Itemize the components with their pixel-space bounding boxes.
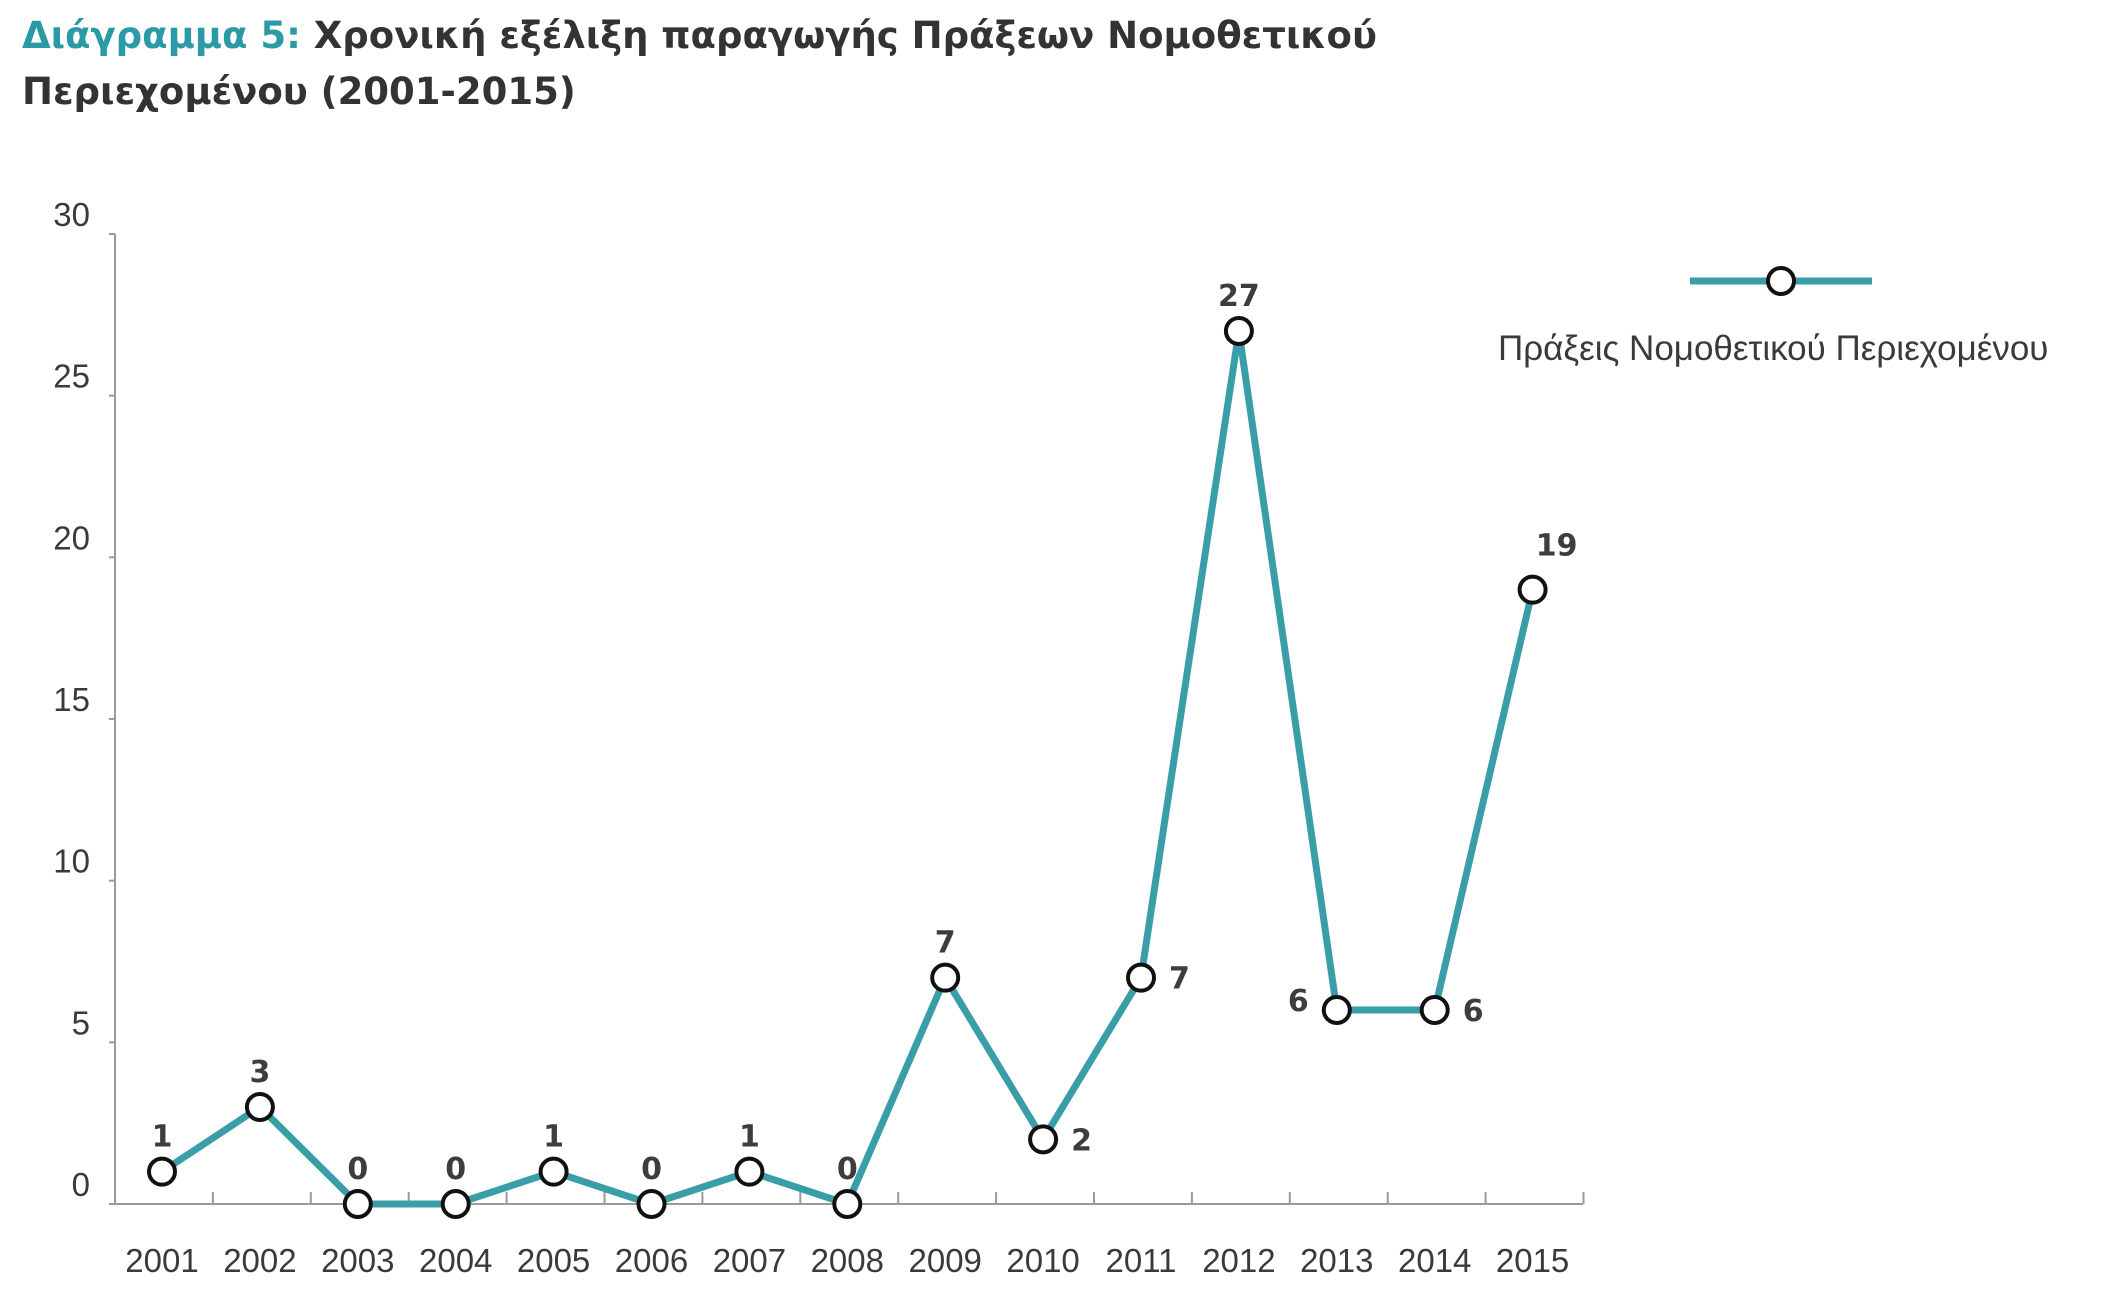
data-point: [440, 1189, 471, 1219]
chart-title-text-1: Χρονική εξέλιξη παραγωγής Πράξεων Νομοθε…: [313, 14, 1377, 57]
x-tick-label: 2013: [1300, 1242, 1373, 1279]
y-tick-label: 0: [72, 1166, 90, 1203]
x-tick-label: 2006: [615, 1242, 688, 1279]
data-point: [1028, 1124, 1059, 1155]
x-tick-label: 2001: [125, 1242, 198, 1279]
data-point: [1517, 574, 1548, 605]
data-label: 7: [935, 926, 956, 961]
x-tick-label: 2010: [1006, 1242, 1079, 1279]
chart-title: Διάγραμμα 5: Χρονική εξέλιξη παραγωγής Π…: [22, 8, 1522, 120]
x-tick-label: 2014: [1398, 1242, 1471, 1279]
x-tick-label: 2012: [1202, 1242, 1275, 1279]
legend-swatch-marker: [1766, 266, 1796, 296]
x-tick-label: 2011: [1106, 1242, 1177, 1279]
chart-title-prefix: Διάγραμμα 5:: [22, 14, 301, 57]
y-tick-label: 10: [53, 843, 90, 880]
x-tick-label: 2003: [321, 1242, 394, 1279]
x-tick-label: 2005: [517, 1242, 590, 1279]
chart-title-line-2: Περιεχομένου (2001-2015): [22, 70, 576, 113]
x-tick-label: 2002: [223, 1242, 296, 1279]
y-tick-label: 5: [72, 1004, 90, 1041]
data-label: 6: [1463, 994, 1484, 1029]
data-label: 7: [1169, 962, 1190, 997]
data-label: 2: [1071, 1123, 1092, 1158]
legend-label: Πράξεις Νομοθετικού Περιεχομένου: [1498, 329, 2048, 368]
data-label: 1: [543, 1120, 564, 1155]
x-tick-label: 2007: [713, 1242, 786, 1279]
y-tick-label: 20: [53, 519, 90, 556]
data-point: [832, 1189, 863, 1219]
data-point: [636, 1189, 667, 1219]
x-tick-label: 2009: [908, 1242, 981, 1279]
data-label: 27: [1218, 279, 1260, 314]
x-tick-label: 2004: [419, 1242, 492, 1279]
data-point: [147, 1156, 177, 1187]
y-tick-label: 30: [53, 196, 90, 233]
data-label: 0: [347, 1152, 368, 1187]
data-label: 0: [837, 1152, 858, 1187]
data-label: 6: [1288, 984, 1309, 1019]
data-point: [734, 1156, 765, 1187]
data-point: [1321, 995, 1352, 1025]
data-point: [244, 1092, 275, 1122]
data-point: [1223, 316, 1254, 346]
data-label: 3: [249, 1055, 270, 1090]
data-label: 1: [152, 1120, 173, 1155]
series-line: [160, 330, 1537, 1209]
data-point: [1126, 962, 1156, 993]
x-tick-label: 2015: [1496, 1242, 1569, 1279]
y-tick-label: 25: [53, 358, 90, 395]
data-point: [1419, 995, 1450, 1025]
data-label: 0: [641, 1152, 662, 1187]
data-point: [930, 962, 961, 993]
x-tick-label: 2008: [811, 1242, 884, 1279]
data-point: [538, 1156, 569, 1187]
data-point: [342, 1189, 373, 1219]
y-tick-label: 15: [53, 681, 90, 718]
chart-title-line-1: Διάγραμμα 5: Χρονική εξέλιξη παραγωγής Π…: [22, 8, 1522, 64]
data-label: 19: [1536, 529, 1578, 564]
data-label: 0: [445, 1152, 466, 1187]
data-label: 1: [739, 1120, 760, 1155]
